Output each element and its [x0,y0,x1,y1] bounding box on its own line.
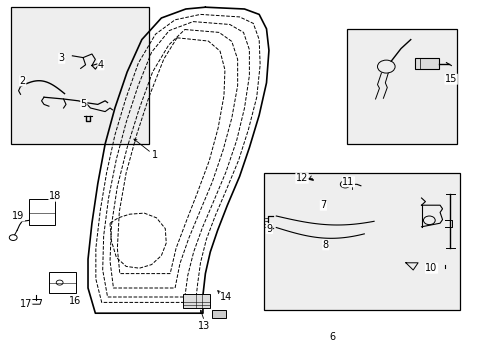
Text: 6: 6 [329,332,335,342]
Bar [11,7,149,144]
Text: 4: 4 [98,60,104,70]
Text: 2: 2 [20,76,26,86]
Bar [264,173,459,310]
Text: 3: 3 [59,53,65,63]
Text: 15: 15 [444,74,456,84]
Text: 1: 1 [151,150,158,160]
Text: 12: 12 [295,173,307,183]
Text: 7: 7 [320,200,326,210]
Text: 14: 14 [220,292,232,302]
Bar [211,310,226,318]
Bar [49,272,76,293]
Text: 17: 17 [20,299,32,309]
Text: 10: 10 [425,263,437,273]
Text: 13: 13 [198,321,210,331]
Text: 9: 9 [266,224,272,234]
Bar [183,294,210,308]
Text: 11: 11 [342,177,354,187]
Bar [346,29,456,144]
Text: 16: 16 [68,296,81,306]
Text: 5: 5 [81,99,87,109]
Text: 8: 8 [322,240,328,250]
Bar [414,58,438,69]
Text: 18: 18 [49,191,61,201]
Text: 19: 19 [12,211,24,221]
Bar [29,199,55,225]
